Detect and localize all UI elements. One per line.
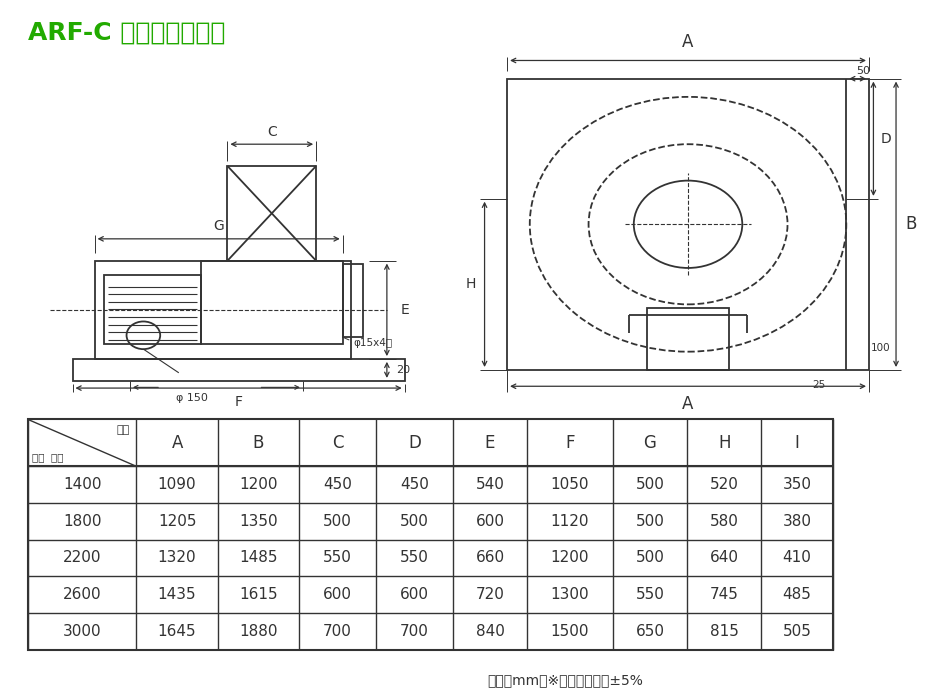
Text: 25: 25 (813, 380, 826, 390)
Text: 450: 450 (323, 477, 352, 492)
Text: 1880: 1880 (239, 624, 278, 638)
Bar (104, 275, 201, 344)
Text: G: G (643, 434, 657, 452)
Text: H: H (718, 434, 730, 452)
Text: 380: 380 (783, 514, 811, 528)
Text: 450: 450 (400, 477, 429, 492)
Text: E: E (400, 303, 409, 317)
Text: 600: 600 (323, 587, 352, 602)
Text: C: C (267, 125, 277, 139)
Text: 1205: 1205 (158, 514, 196, 528)
Text: 單位：mm　※以上尺寸公差±5%: 單位：mm ※以上尺寸公差±5% (487, 673, 643, 687)
Text: H: H (465, 277, 476, 291)
Text: 1400: 1400 (63, 477, 102, 492)
Text: I: I (794, 434, 800, 452)
Text: 1500: 1500 (551, 624, 590, 638)
Text: A: A (171, 434, 183, 452)
Text: 350: 350 (783, 477, 811, 492)
Text: 840: 840 (476, 624, 504, 638)
Text: 2600: 2600 (63, 587, 102, 602)
Text: 540: 540 (476, 477, 504, 492)
Text: 1200: 1200 (239, 477, 278, 492)
Text: 1090: 1090 (157, 477, 197, 492)
Text: 型式  尺寸: 型式 尺寸 (32, 452, 64, 462)
Text: 745: 745 (709, 587, 739, 602)
Text: 1120: 1120 (551, 514, 590, 528)
Bar (28, 419, 833, 650)
Text: 550: 550 (400, 550, 429, 566)
Text: 100: 100 (871, 343, 891, 353)
Text: 650: 650 (636, 624, 664, 638)
Text: 500: 500 (636, 477, 664, 492)
Text: F: F (565, 434, 575, 452)
Text: 500: 500 (400, 514, 429, 528)
Bar (228, 166, 316, 260)
Text: 1435: 1435 (157, 587, 197, 602)
Text: 1350: 1350 (239, 514, 278, 528)
Bar (73, 359, 405, 381)
Text: G: G (213, 219, 224, 233)
Text: 20: 20 (396, 365, 410, 375)
Text: 600: 600 (476, 514, 505, 528)
Text: D: D (408, 434, 421, 452)
Text: 520: 520 (709, 477, 739, 492)
Text: 1645: 1645 (157, 624, 197, 638)
Text: 700: 700 (400, 624, 429, 638)
Text: ARF-C 風機外型尺寸表: ARF-C 風機外型尺寸表 (28, 21, 226, 45)
Text: B: B (252, 434, 264, 452)
Text: E: E (485, 434, 495, 452)
Text: D: D (880, 132, 891, 146)
Text: 1300: 1300 (551, 587, 590, 602)
Text: φ 150: φ 150 (176, 393, 208, 403)
Text: 600: 600 (400, 587, 429, 602)
Text: 505: 505 (783, 624, 811, 638)
Text: 700: 700 (323, 624, 352, 638)
Text: F: F (235, 395, 242, 409)
Bar (201, 260, 343, 344)
Text: 660: 660 (476, 550, 505, 566)
Text: 485: 485 (783, 587, 811, 602)
Text: A: A (682, 34, 693, 51)
Text: 500: 500 (323, 514, 352, 528)
Text: 3000: 3000 (63, 624, 102, 638)
Text: 580: 580 (709, 514, 739, 528)
Bar (507, 78, 869, 370)
Text: C: C (332, 434, 344, 452)
Text: 1050: 1050 (551, 477, 590, 492)
Text: 550: 550 (636, 587, 664, 602)
Bar (647, 308, 729, 370)
Text: B: B (905, 216, 917, 233)
Text: 500: 500 (636, 550, 664, 566)
Text: 50: 50 (856, 66, 870, 76)
Text: 2200: 2200 (63, 550, 102, 566)
Text: φ15x4孔: φ15x4孔 (353, 337, 393, 348)
Bar (94, 260, 351, 359)
Text: 1320: 1320 (157, 550, 197, 566)
Text: 550: 550 (323, 550, 352, 566)
Text: 815: 815 (709, 624, 739, 638)
Text: A: A (682, 395, 693, 414)
Text: 1615: 1615 (239, 587, 278, 602)
Bar (343, 265, 363, 337)
Text: 1200: 1200 (551, 550, 590, 566)
Text: 500: 500 (636, 514, 664, 528)
Text: 720: 720 (476, 587, 504, 602)
Text: 410: 410 (783, 550, 811, 566)
Text: 1485: 1485 (239, 550, 278, 566)
Text: 符號: 符號 (117, 425, 130, 435)
Text: 640: 640 (709, 550, 739, 566)
Text: 1800: 1800 (63, 514, 102, 528)
